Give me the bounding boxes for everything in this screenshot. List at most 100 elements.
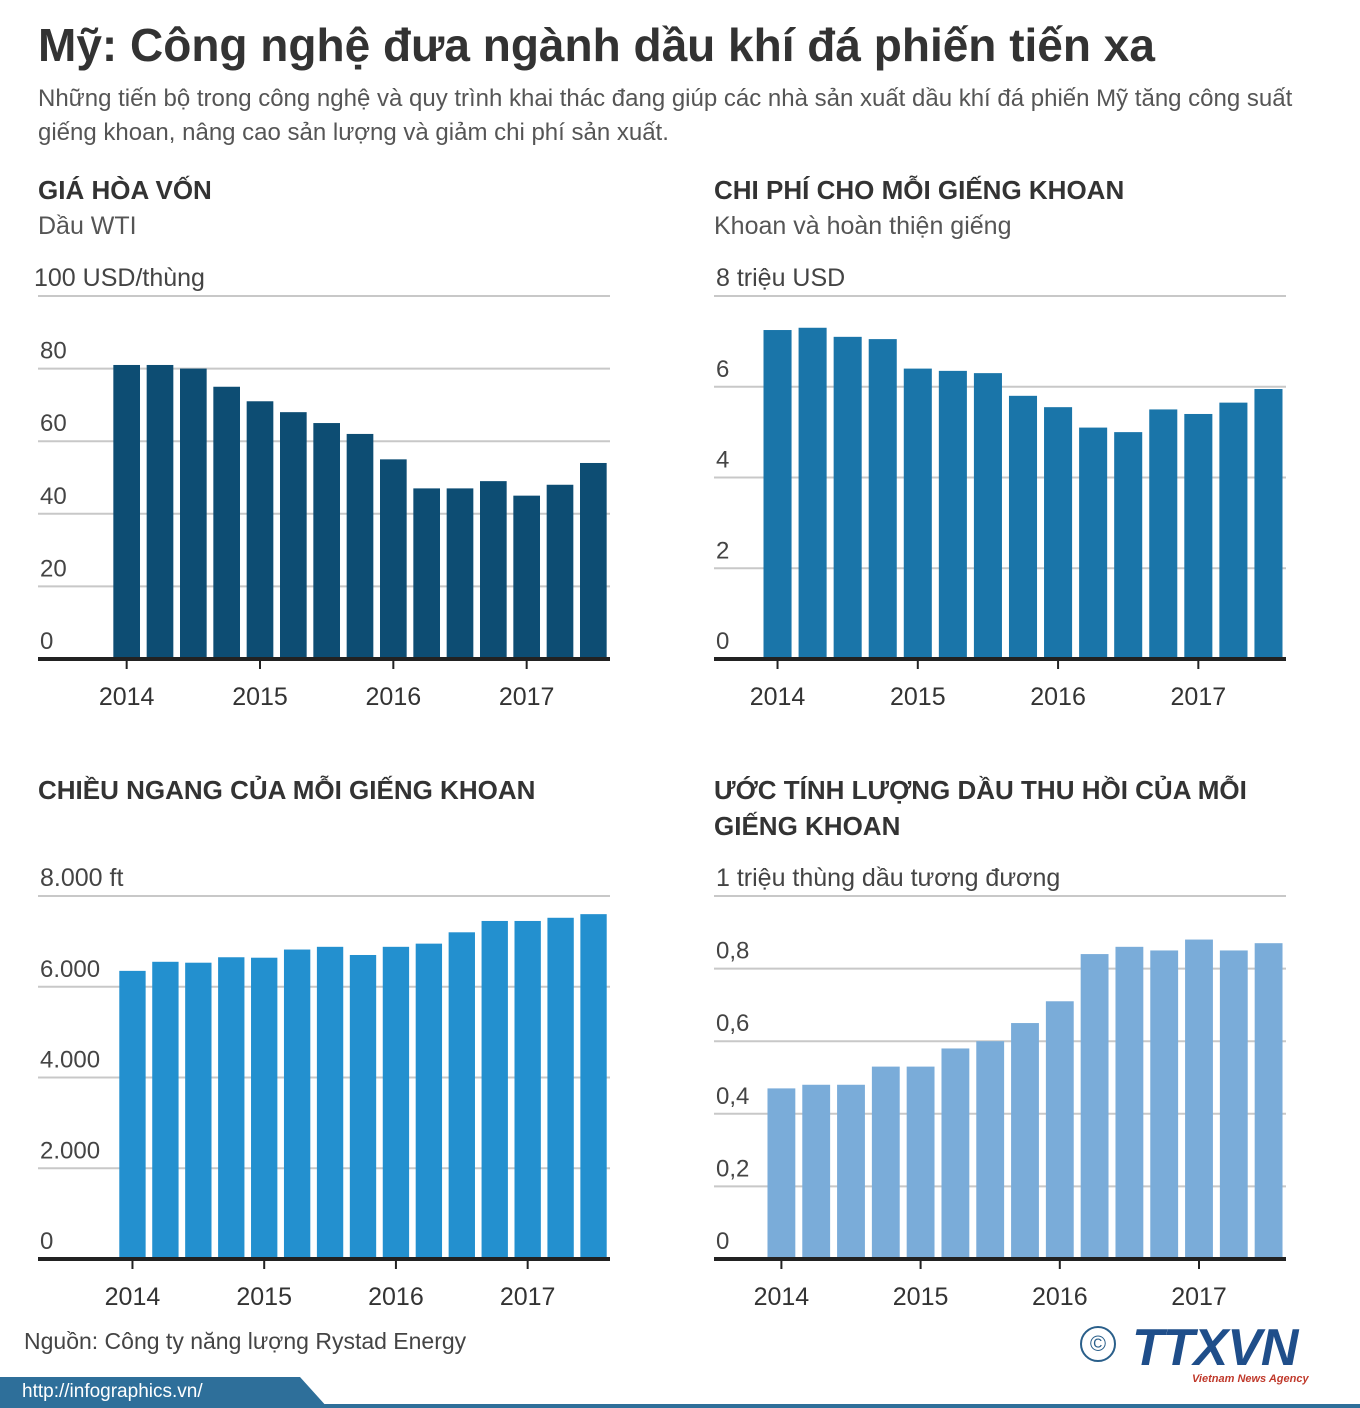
- bar: [213, 386, 240, 659]
- bar: [941, 1048, 970, 1259]
- agency-name: Vietnam News Agency: [1192, 1373, 1309, 1385]
- y-axis-unit-label: 1 triệu thùng dầu tương đương: [716, 864, 1060, 892]
- y-axis-unit-label: 100 USD/thùng: [34, 264, 205, 292]
- bar: [868, 339, 897, 659]
- chart-title: CHI PHÍ CHO MỖI GIẾNG KHOAN: [714, 175, 1125, 205]
- bar: [1008, 395, 1038, 659]
- y-tick-label: 2: [716, 537, 729, 564]
- bar: [146, 364, 174, 659]
- bar: [514, 920, 541, 1259]
- bar: [1184, 413, 1213, 659]
- y-tick-label: 0: [40, 1228, 53, 1255]
- x-tick-label: 2014: [99, 683, 155, 711]
- bar: [1080, 954, 1109, 1259]
- bar: [1079, 427, 1108, 659]
- chart-panel-recovery: ƯỚC TÍNH LƯỢNG DẦU THU HỒI CỦA MỖI GIẾNG…: [714, 772, 1334, 1352]
- chart-recovery: 1 triệu thùng dầu tương đương 0 0,2 0,4 0,6 0…: [714, 864, 1286, 1311]
- page-title: Mỹ: Công nghệ đưa ngành dầu khí đá phiến…: [38, 19, 1155, 71]
- bar: [837, 1084, 865, 1259]
- y-tick-label: 6.000: [40, 956, 100, 983]
- x-tick-label: 2016: [366, 683, 422, 711]
- bar: [448, 932, 475, 1259]
- bar: [1045, 1001, 1074, 1259]
- chart-cost: 8 triệu USD 0 2 4 6 2014 2015 2016 2017: [714, 264, 1286, 711]
- bar: [767, 1088, 796, 1259]
- x-tick-label: 2017: [500, 1283, 556, 1311]
- y-tick-label: 4: [716, 447, 729, 474]
- y-axis-unit-label: 8.000 ft: [40, 864, 123, 892]
- bar: [1044, 407, 1073, 659]
- y-axis-unit-label: 8 triệu USD: [716, 264, 845, 292]
- bar: [446, 488, 474, 659]
- chart-panel-breakeven: GIÁ HÒA VỐN Dầu WTI 100 USD/thùng 0 20 40 60…: [34, 172, 658, 752]
- bar: [316, 946, 344, 1259]
- page-subtitle: Những tiến bộ trong công nghệ và quy trì…: [38, 85, 1293, 146]
- x-tick-label: 2015: [893, 1283, 949, 1311]
- bar: [251, 957, 278, 1259]
- y-tick-label: 0: [716, 1228, 729, 1255]
- bar: [906, 1066, 935, 1259]
- y-tick-label: 0,4: [716, 1083, 749, 1110]
- y-tick-label: 20: [40, 555, 67, 582]
- bar: [763, 330, 792, 659]
- y-tick-label: 0,8: [716, 938, 749, 965]
- chart-title: GIÁ HÒA VỐN: [38, 175, 212, 205]
- x-tick-label: 2014: [750, 683, 806, 711]
- source-note: Nguồn: Công ty năng lượng Rystad Energy: [24, 1328, 467, 1354]
- bar: [185, 962, 212, 1259]
- chart-subtitle: Khoan và hoàn thiện giếng: [714, 212, 1012, 240]
- bar: [346, 433, 374, 659]
- chart-title: CHIỀU NGANG CỦA MỖI GIẾNG KHOAN: [38, 775, 536, 805]
- bar: [938, 370, 967, 659]
- bar: [802, 1084, 831, 1259]
- bar: [547, 917, 574, 1259]
- x-tick-label: 2016: [368, 1283, 424, 1311]
- chart-panel-cost: CHI PHÍ CHO MỖI GIẾNG KHOAN Khoan và hoà…: [714, 172, 1334, 752]
- ttxvn-logo: TTXVN: [1132, 1319, 1298, 1377]
- bar: [1115, 946, 1144, 1259]
- chart-breakeven: 100 USD/thùng 0 20 40 60 80 2014 2015 2016 2017: [34, 264, 610, 711]
- bar: [871, 1066, 900, 1259]
- bar: [1219, 402, 1248, 659]
- bar: [546, 484, 574, 659]
- bar: [580, 914, 607, 1259]
- bar: [1114, 432, 1143, 659]
- bar: [481, 920, 508, 1259]
- bar: [976, 1041, 1005, 1259]
- bar: [246, 401, 274, 659]
- y-tick-label: 60: [40, 410, 67, 437]
- bar: [580, 462, 607, 659]
- footer-rule: [0, 1404, 1360, 1408]
- y-tick-label: 0: [40, 628, 53, 655]
- chart-title: ƯỚC TÍNH LƯỢNG DẦU THU HỒI CỦA MỖI GIẾNG…: [714, 775, 1247, 841]
- bar: [113, 364, 140, 659]
- x-tick-label: 2017: [499, 683, 555, 711]
- bar: [349, 954, 377, 1259]
- y-tick-label: 0,6: [716, 1010, 749, 1037]
- x-tick-label: 2015: [232, 683, 288, 711]
- x-tick-label: 2014: [754, 1283, 810, 1311]
- x-tick-label: 2016: [1032, 1283, 1088, 1311]
- y-tick-label: 6: [716, 356, 729, 383]
- bar: [1011, 1023, 1039, 1259]
- bar: [833, 336, 862, 659]
- bar: [1254, 943, 1283, 1259]
- bar: [180, 368, 207, 659]
- footer-url-link[interactable]: http://infographics.vn/: [22, 1381, 203, 1402]
- bar: [283, 949, 311, 1259]
- bar: [415, 943, 443, 1259]
- bar: [1149, 409, 1178, 659]
- bar: [380, 459, 407, 659]
- y-tick-label: 40: [40, 483, 67, 510]
- bar: [1219, 950, 1248, 1259]
- x-tick-label: 2015: [890, 683, 946, 711]
- chart-panel-length: CHIỀU NGANG CỦA MỖI GIẾNG KHOAN 8.000 ft…: [38, 772, 658, 1352]
- y-tick-label: 0: [716, 628, 729, 655]
- chart-length: 8.000 ft 0 2.000 4.000 6.000 2014 2015 2016 2017: [38, 864, 610, 1311]
- x-tick-label: 2015: [236, 1283, 292, 1311]
- bar: [480, 481, 507, 659]
- x-tick-label: 2017: [1171, 1283, 1227, 1311]
- y-tick-label: 4.000: [40, 1047, 100, 1074]
- bar: [798, 327, 827, 659]
- x-tick-label: 2014: [105, 1283, 161, 1311]
